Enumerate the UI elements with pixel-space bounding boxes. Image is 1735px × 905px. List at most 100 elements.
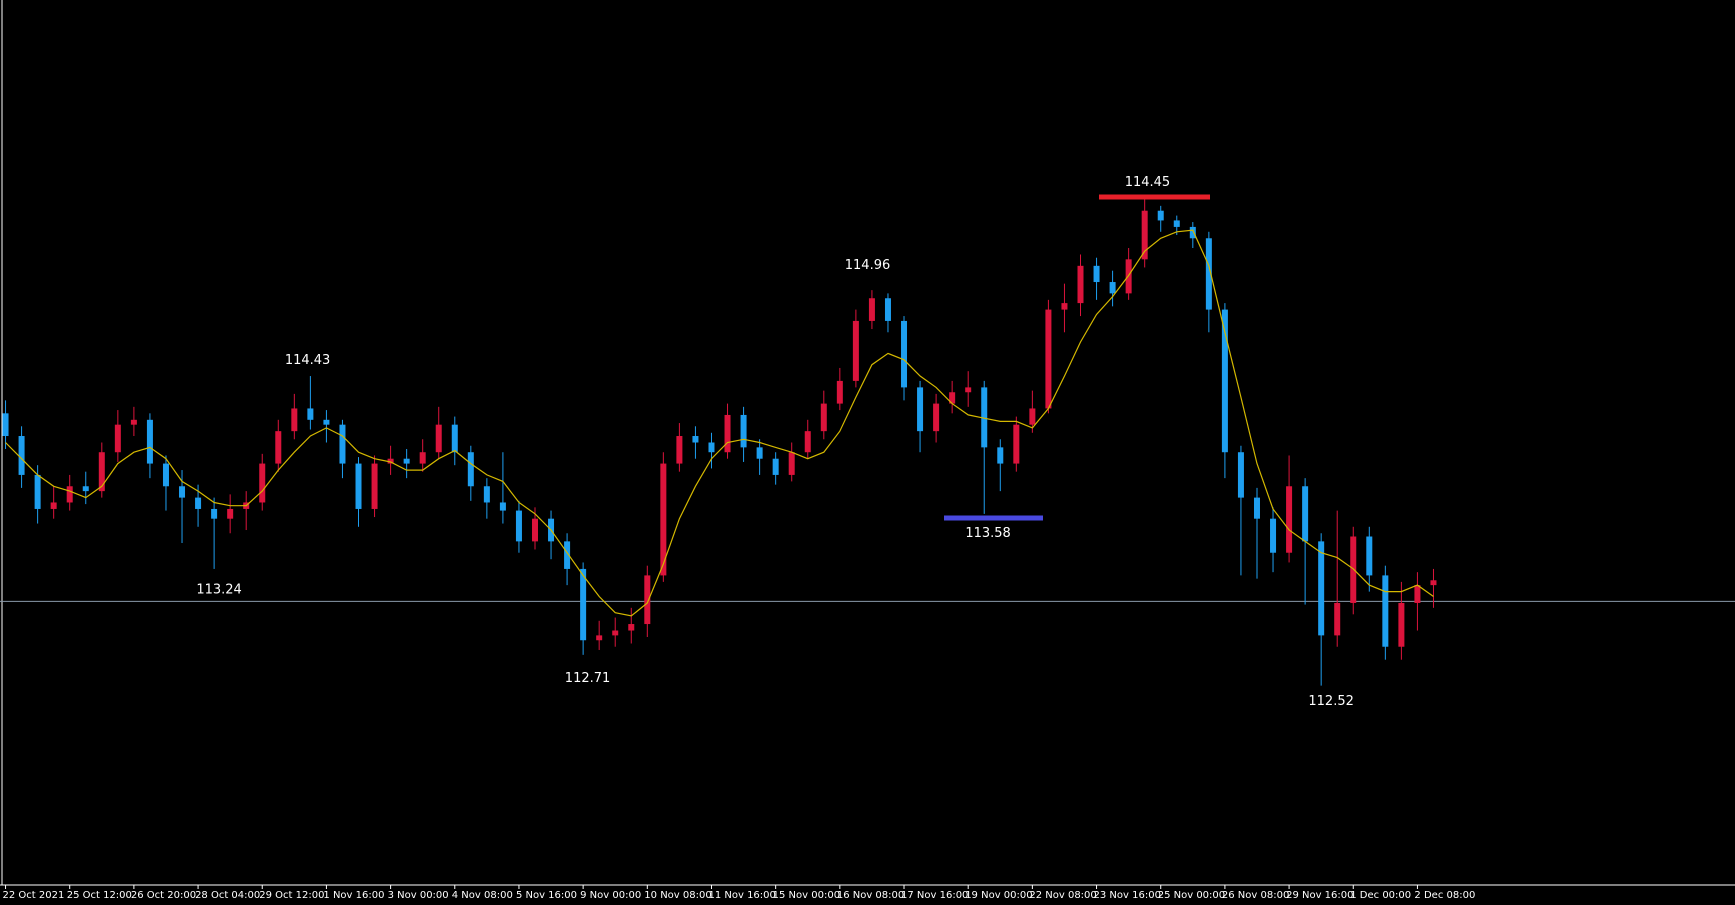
x-tick-label: 25 Oct 12:00 <box>67 890 132 901</box>
x-tick-label: 22 Oct 2021 <box>3 890 65 901</box>
x-tick-label: 1 Dec 00:00 <box>1350 890 1411 901</box>
candle-body <box>949 392 956 404</box>
x-tick-label: 16 Nov 08:00 <box>837 890 904 901</box>
candle-body <box>1205 238 1212 310</box>
candle-body <box>820 403 827 432</box>
x-tick-label: 4 Nov 08:00 <box>452 890 513 901</box>
candle-body <box>1077 265 1084 304</box>
candle-body <box>580 568 587 641</box>
candle-body <box>628 624 635 631</box>
x-tick-label: 2 Dec 08:00 <box>1414 890 1475 901</box>
candle-body <box>114 424 121 453</box>
candle-body <box>1318 541 1325 636</box>
candle-body <box>82 486 89 492</box>
candle-body <box>1061 303 1068 310</box>
candle-body <box>467 452 474 487</box>
candle-body <box>1029 408 1036 425</box>
x-tick-label: 23 Nov 16:00 <box>1094 890 1161 901</box>
x-tick-label: 11 Nov 16:00 <box>708 890 775 901</box>
x-tick-label: 3 Nov 00:00 <box>388 890 449 901</box>
candle-body <box>515 510 522 542</box>
candle-body <box>1093 265 1100 283</box>
candle-body <box>868 298 875 321</box>
candle-body <box>275 431 282 464</box>
candle-body <box>211 508 218 519</box>
candle-body <box>179 486 186 498</box>
candle-body <box>146 419 153 464</box>
x-tick-label: 28 Oct 04:00 <box>195 890 260 901</box>
candle-body <box>1414 585 1421 603</box>
candle-body <box>997 447 1004 464</box>
x-tick-label: 19 Nov 00:00 <box>965 890 1032 901</box>
candle-body <box>884 298 891 321</box>
candle-body <box>756 447 763 459</box>
candle-body <box>162 463 169 487</box>
candle-body <box>804 431 811 453</box>
candle-body <box>1109 282 1116 294</box>
x-tick-label: 9 Nov 00:00 <box>580 890 641 901</box>
candle-body <box>852 320 859 381</box>
x-tick-label: 25 Nov 00:00 <box>1158 890 1225 901</box>
candle-body <box>451 424 458 453</box>
candle-body <box>1334 602 1341 636</box>
candle-body <box>965 387 972 393</box>
candle-body <box>644 575 651 625</box>
price-annotation: 113.58 <box>965 526 1011 541</box>
candle-body <box>291 408 298 432</box>
candle-body <box>660 463 667 576</box>
x-tick-label: 29 Oct 12:00 <box>259 890 324 901</box>
price-annotation: 114.43 <box>285 353 331 368</box>
candle-body <box>933 403 940 432</box>
candle-body <box>323 419 330 425</box>
candle-body <box>596 635 603 641</box>
candle-body <box>564 541 571 569</box>
x-tick-label: 5 Nov 16:00 <box>516 890 577 901</box>
candle-body <box>1173 220 1180 227</box>
candle-body <box>740 414 747 448</box>
candle-body <box>403 458 410 464</box>
price-annotation: 113.24 <box>196 582 242 597</box>
candle-body <box>1189 226 1196 239</box>
x-tick-label: 17 Nov 16:00 <box>901 890 968 901</box>
candle-body <box>772 458 779 475</box>
candle-body <box>1350 536 1357 603</box>
x-tick-label: 15 Nov 00:00 <box>773 890 840 901</box>
candle-body <box>692 436 699 443</box>
price-annotation: 112.71 <box>565 671 611 686</box>
candle-body <box>901 320 908 388</box>
candle-body <box>1286 486 1293 553</box>
candle-body <box>435 424 442 453</box>
price-annotation: 114.96 <box>845 258 891 273</box>
candle-body <box>1221 309 1228 453</box>
candle-body <box>1157 210 1164 221</box>
candle-body <box>18 436 25 475</box>
candle-body <box>387 458 394 464</box>
candle-body <box>307 408 314 420</box>
candle-body <box>1430 580 1437 586</box>
candle-body <box>355 463 362 509</box>
moving-average <box>5 229 1434 617</box>
candle-body <box>676 436 683 464</box>
candle-body <box>836 380 843 404</box>
candle-body <box>1253 497 1260 519</box>
x-tick-label: 29 Nov 16:00 <box>1286 890 1353 901</box>
x-tick-label: 10 Nov 08:00 <box>644 890 711 901</box>
candle-body <box>339 424 346 464</box>
candle-body <box>1013 424 1020 464</box>
candle-body <box>1237 452 1244 498</box>
candle-body <box>2 413 9 437</box>
candle-body <box>1141 210 1148 260</box>
x-tick-label: 26 Nov 08:00 <box>1222 890 1289 901</box>
candle-body <box>1366 536 1373 576</box>
candle-body <box>227 508 234 519</box>
candle-body <box>708 442 715 453</box>
candle-body <box>1270 518 1277 553</box>
candle-body <box>1398 602 1405 647</box>
candle-body <box>130 419 137 425</box>
candle-body <box>724 414 731 453</box>
candle-body <box>981 387 988 448</box>
candle-body <box>499 502 506 511</box>
price-annotation: 112.52 <box>1308 694 1354 709</box>
